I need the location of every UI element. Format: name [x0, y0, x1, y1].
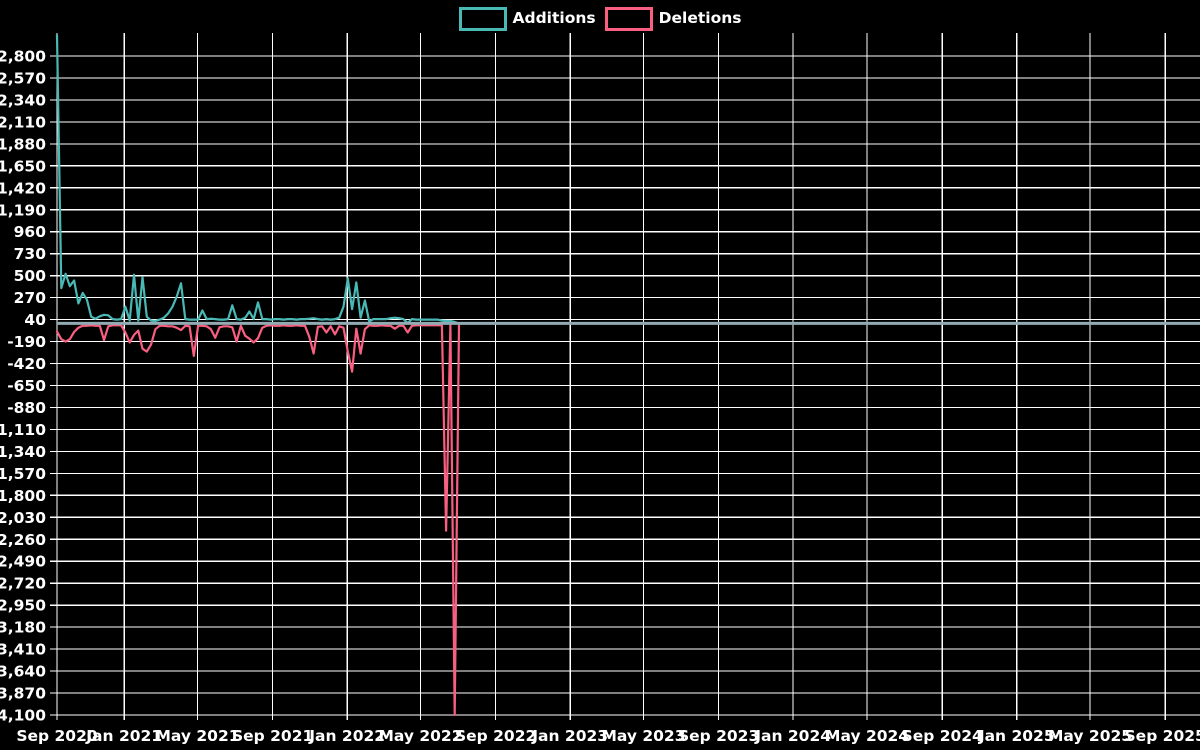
x-tick-label: May 2021: [155, 727, 239, 745]
y-tick-label: 40: [24, 311, 46, 329]
y-tick-label: 730: [14, 245, 47, 263]
x-tick-label: Sep 2024: [902, 727, 984, 745]
y-tick-label: -3,870: [0, 685, 46, 703]
x-tick-label: May 2025: [1048, 727, 1132, 745]
y-tick-label: -880: [7, 399, 46, 417]
y-tick-label: -420: [7, 355, 46, 373]
additions-legend-label: Additions: [512, 9, 596, 28]
x-tick-label: May 2022: [378, 727, 462, 745]
y-tick-label: -2,950: [0, 597, 46, 615]
x-tick-label: Sep 2023: [678, 727, 759, 745]
x-tick-label: May 2024: [825, 727, 909, 745]
x-tick-label: Jan 2024: [754, 727, 831, 745]
y-tick-label: -2,490: [0, 553, 46, 571]
x-tick-label: Sep 2021: [232, 727, 313, 745]
y-tick-label: 2,110: [0, 113, 46, 131]
x-tick-label: Sep 2025: [1125, 727, 1200, 745]
series-line-deletions: [55, 322, 1192, 717]
y-tick-label: 2,340: [0, 91, 46, 109]
y-tick-label: -1,800: [0, 487, 46, 505]
additions-swatch-icon: [458, 7, 507, 31]
y-tick-label: -3,640: [0, 663, 46, 681]
legend-item-deletions[interactable]: Deletions: [604, 7, 742, 31]
y-tick-label: 1,880: [0, 135, 46, 153]
y-tick-label: 960: [14, 223, 47, 241]
y-tick-label: -1,340: [0, 443, 46, 461]
x-tick-label: Jan 2025: [978, 727, 1055, 745]
y-tick-label: 2,570: [0, 69, 46, 87]
y-tick-label: -3,180: [0, 619, 46, 637]
y-tick-label: -190: [7, 333, 46, 351]
x-tick-label: Sep 2020: [16, 727, 98, 745]
x-tick-label: Jan 2021: [85, 727, 162, 745]
y-tick-label: 500: [14, 267, 47, 285]
deletions-swatch-icon: [604, 7, 653, 31]
y-tick-label: -2,720: [0, 575, 46, 593]
deletions-legend-label: Deletions: [658, 9, 742, 28]
y-tick-label: -2,260: [0, 531, 46, 549]
y-tick-label: -2,030: [0, 509, 46, 527]
x-tick-label: Sep 2022: [455, 727, 536, 745]
y-tick-label: 1,420: [0, 179, 46, 197]
y-tick-label: 1,650: [0, 157, 46, 175]
y-tick-label: 1,190: [0, 201, 46, 219]
y-tick-label: -3,410: [0, 641, 46, 659]
y-tick-label: -1,570: [0, 465, 46, 483]
series-line-additions: [55, 33, 1192, 325]
y-tick-label: -1,110: [0, 421, 46, 439]
chart-legend: Additions Deletions: [0, 7, 1200, 31]
x-tick-label: May 2023: [601, 727, 685, 745]
x-tick-label: Jan 2022: [308, 727, 385, 745]
y-tick-label: 270: [14, 289, 47, 307]
y-tick-label: 2,800: [0, 48, 46, 66]
x-tick-label: Jan 2023: [531, 727, 608, 745]
y-tick-label: -4,100: [0, 707, 46, 725]
legend-item-additions[interactable]: Additions: [458, 7, 596, 31]
y-tick-label: -650: [7, 377, 46, 395]
